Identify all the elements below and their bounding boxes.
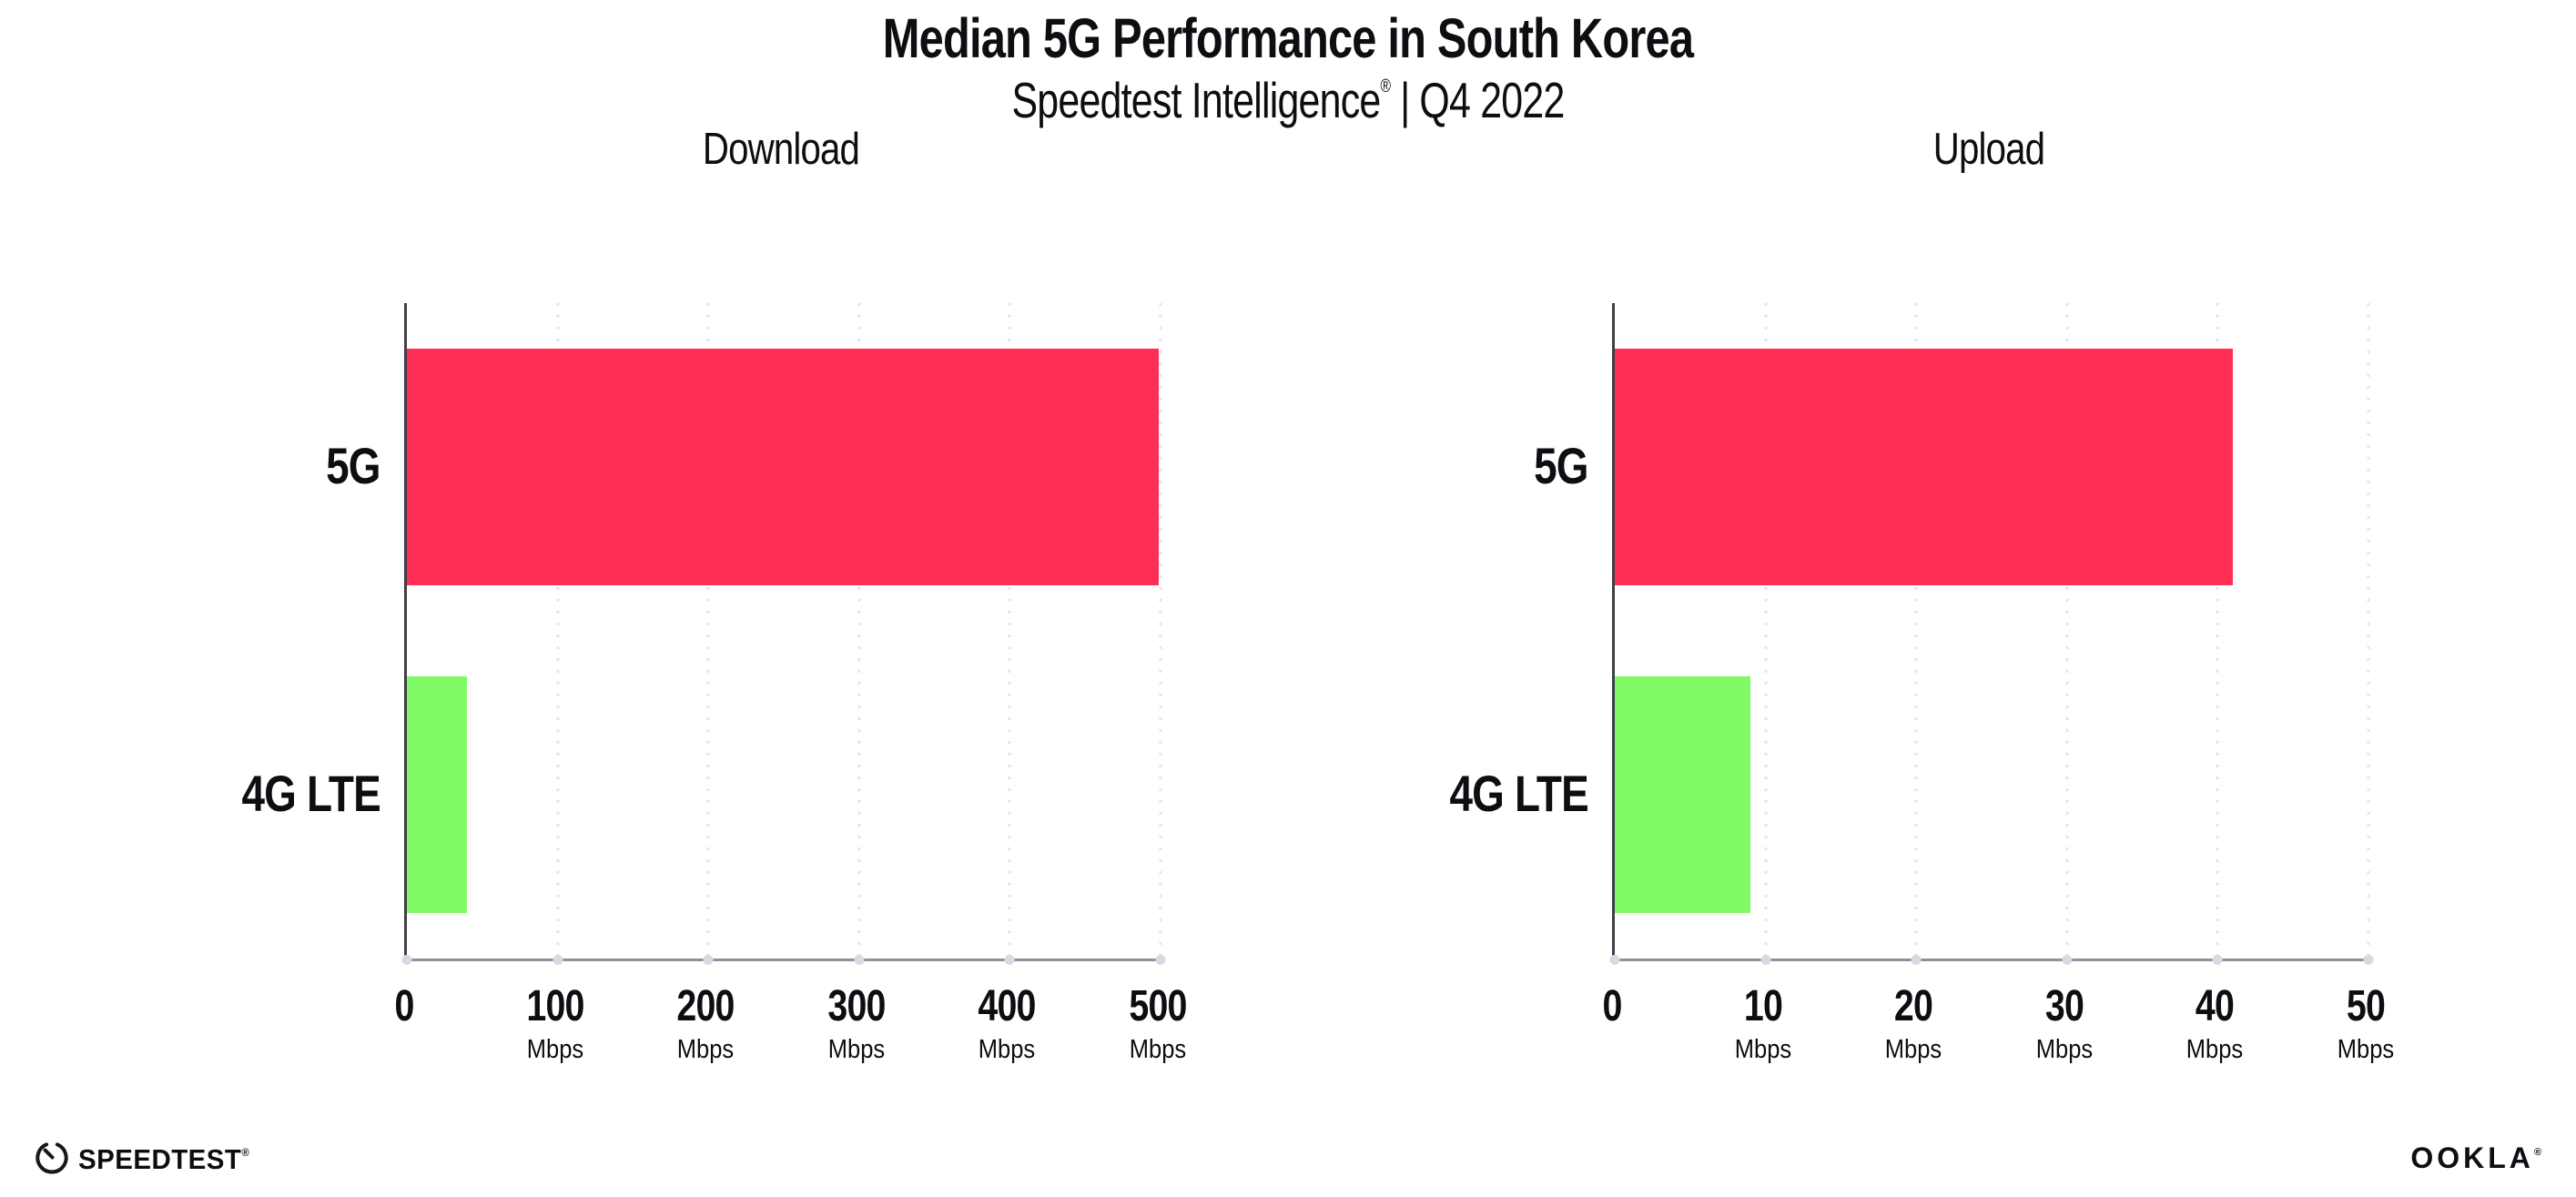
x-tick-label: 400 Mbps (898, 981, 1116, 1065)
gridline (2367, 303, 2370, 959)
bar-4g-lte (1615, 676, 1751, 913)
axis-tick-dot (1155, 955, 1166, 965)
x-tick-label: 300 Mbps (747, 981, 966, 1065)
download-chart: Download 5G 4G LTE 0 100 Mbps 200 Mbps 300 Mbps… (113, 118, 1188, 1101)
x-tick-unit: Mbps (1129, 1035, 1187, 1064)
download-category-axis: 5G 4G LTE (113, 303, 404, 959)
category-label: 5G (326, 437, 380, 495)
axis-tick-dot (854, 955, 865, 965)
axis-tick-dot (553, 955, 563, 965)
axis-tick-dot (703, 955, 714, 965)
x-tick-label: 500 Mbps (1049, 981, 1267, 1065)
gridline (1008, 303, 1011, 959)
speedtest-logo: SPEEDTEST® (35, 1140, 259, 1179)
upload-plot-area (1609, 303, 2374, 965)
axis-tick-dot (1911, 955, 1922, 965)
speedtest-wordmark: SPEEDTEST® (78, 1142, 250, 1175)
x-tick-label: 100 Mbps (446, 981, 664, 1065)
download-x-axis: 0 100 Mbps 200 Mbps 300 Mbps 400 Mbps 500 Mbps (394, 961, 1187, 1098)
x-tick-unit: Mbps (2035, 1035, 2093, 1064)
x-tick-label: 0 (1602, 982, 1622, 1030)
bar-4g-lte (407, 676, 468, 913)
axis-tick-dot (1760, 955, 1771, 965)
gridline (556, 303, 560, 959)
gridline (706, 303, 710, 959)
subtitle-separator: | (1400, 72, 1410, 129)
registered-mark: ® (241, 1145, 250, 1159)
x-tick-unit: Mbps (827, 1035, 885, 1064)
x-tick-unit: Mbps (2186, 1035, 2244, 1064)
report-header: Median 5G Performance in South Korea Spe… (0, 0, 2576, 128)
upload-x-axis: 0 10 Mbps 20 Mbps 30 Mbps 40 Mbps 50 Mbps (1602, 961, 2394, 1098)
x-tick-label: 10 Mbps (1654, 981, 1872, 1065)
x-tick-unit: Mbps (1884, 1035, 1942, 1064)
gridline (2065, 303, 2069, 959)
x-tick-unit: Mbps (676, 1035, 735, 1064)
ookla-wordmark: OOKLA® (2410, 1141, 2545, 1174)
x-tick-label: 200 Mbps (596, 981, 815, 1065)
upload-category-axis: 5G 4G LTE (1321, 303, 1612, 959)
chart-title-download: Download (702, 125, 860, 174)
x-tick-unit: Mbps (526, 1035, 583, 1064)
axis-tick-dot (2212, 955, 2223, 965)
gridline (2216, 303, 2219, 959)
x-tick-label: 30 Mbps (1955, 981, 2174, 1065)
category-label: 4G LTE (1449, 765, 1589, 823)
category-label: 4G LTE (241, 765, 381, 823)
axis-tick-dot (2062, 955, 2073, 965)
x-tick-label: 40 Mbps (2105, 981, 2324, 1065)
speedtest-gauge-icon (35, 1140, 69, 1179)
x-tick-label: 0 (394, 982, 414, 1030)
subtitle-period: Q4 2022 (1419, 72, 1565, 129)
x-tick-unit: Mbps (979, 1035, 1036, 1064)
x-tick-unit: Mbps (1734, 1035, 1791, 1064)
bar-5g (1615, 349, 2233, 585)
upload-chart: Upload 5G 4G LTE 0 10 Mbps 20 Mbps 30 Mbps 40 Mbp… (1321, 118, 2395, 1101)
gridline (1914, 303, 1918, 959)
axis-tick-dot (1609, 955, 1620, 965)
subtitle-brand: Speedtest Intelligence (1011, 72, 1381, 129)
gridline (1764, 303, 1768, 959)
axis-tick-dot (1004, 955, 1015, 965)
x-tick-label: 50 Mbps (2257, 981, 2475, 1065)
download-plot-area (401, 303, 1166, 965)
x-tick-label: 20 Mbps (1804, 981, 2023, 1065)
ookla-logo: OOKLA® (2410, 1141, 2545, 1175)
registered-mark: ® (2533, 1147, 2545, 1158)
bar-5g (407, 349, 1160, 585)
axis-tick-dot (401, 955, 412, 965)
page-subtitle: Speedtest Intelligence® | Q4 2022 (283, 73, 2292, 128)
category-label: 5G (1534, 437, 1588, 495)
registered-mark: ® (1380, 76, 1391, 97)
gridline (1159, 303, 1162, 959)
x-tick-unit: Mbps (2337, 1035, 2395, 1064)
page-title: Median 5G Performance in South Korea (882, 7, 1694, 69)
gridline (857, 303, 861, 959)
chart-title-upload: Upload (1932, 125, 2045, 174)
axis-tick-dot (2363, 955, 2374, 965)
